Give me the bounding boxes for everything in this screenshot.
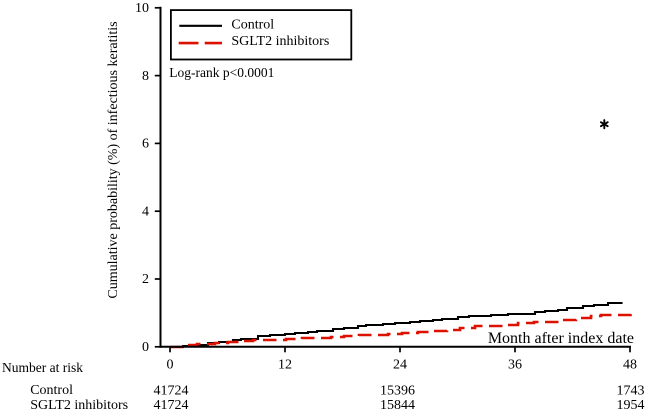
svg-text:1743: 1743	[617, 384, 645, 399]
svg-text:Control: Control	[30, 383, 73, 398]
svg-text:15396: 15396	[380, 384, 415, 399]
svg-text:10: 10	[135, 1, 149, 16]
svg-text:6: 6	[142, 137, 149, 152]
svg-text:Month after index date: Month after index date	[488, 330, 634, 347]
svg-text:41724: 41724	[154, 384, 189, 399]
svg-text:0: 0	[167, 358, 174, 373]
svg-text:12: 12	[278, 358, 292, 373]
svg-text:Log-rank p<0.0001: Log-rank p<0.0001	[169, 65, 274, 80]
svg-text:36: 36	[508, 358, 522, 373]
svg-text:15844: 15844	[380, 398, 415, 413]
svg-text:1954: 1954	[617, 398, 645, 413]
svg-text:0: 0	[142, 340, 149, 355]
svg-text:2: 2	[142, 272, 149, 287]
svg-text:Control: Control	[231, 18, 274, 33]
svg-text:4: 4	[142, 204, 149, 219]
svg-text:41724: 41724	[154, 398, 189, 413]
svg-text:Number at risk: Number at risk	[2, 360, 83, 375]
svg-text:SGLT2 inhibitors: SGLT2 inhibitors	[231, 34, 329, 49]
svg-text:48: 48	[623, 358, 637, 373]
svg-text:24: 24	[393, 358, 407, 373]
svg-text:Cumulative probability (%) of: Cumulative probability (%) of infectious…	[106, 21, 121, 298]
svg-text:8: 8	[142, 69, 149, 84]
svg-text:SGLT2 inhibitors: SGLT2 inhibitors	[30, 398, 128, 413]
